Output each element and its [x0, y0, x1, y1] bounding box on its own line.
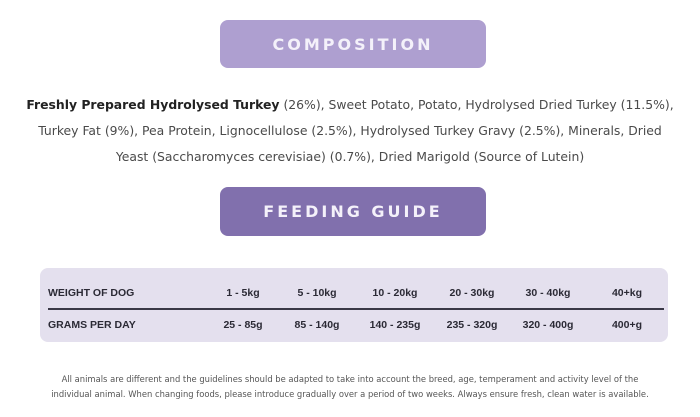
ingredients-line-3: Yeast (Saccharomyces cerevisiae) (0.7%),…: [115, 149, 585, 164]
table-cell: 140 - 235g: [369, 319, 421, 331]
table-cell: 40+kg: [611, 287, 643, 299]
row-label: GRAMS PER DAY: [48, 319, 136, 331]
table-row-grams: GRAMS PER DAY 25 - 85g 85 - 140g 140 - 2…: [40, 313, 668, 337]
table-cell: 235 - 320g: [446, 319, 498, 331]
table-row-weight: WEIGHT OF DOG 1 - 5kg 5 - 10kg 10 - 20kg…: [40, 281, 668, 305]
table-cell: 30 - 40kg: [525, 287, 571, 299]
feeding-note: All animals are different and the guidel…: [0, 372, 700, 402]
ingredients-line-2: Turkey Fat (9%), Pea Protein, Lignocellu…: [38, 123, 662, 138]
table-cell: 1 - 5kg: [226, 287, 260, 299]
composition-title: COMPOSITION: [272, 34, 434, 54]
table-divider: [48, 308, 664, 310]
ingredients-text: Freshly Prepared Hydrolysed Turkey (26%)…: [0, 92, 700, 170]
row-label: WEIGHT OF DOG: [48, 287, 135, 299]
note-line-1: All animals are different and the guidel…: [61, 374, 639, 384]
table-cell: 400+g: [611, 319, 643, 331]
table-cell: 20 - 30kg: [449, 287, 495, 299]
table-cell: 25 - 85g: [223, 319, 263, 331]
feeding-guide-heading: FEEDING GUIDE: [220, 187, 486, 236]
feeding-table: WEIGHT OF DOG 1 - 5kg 5 - 10kg 10 - 20kg…: [40, 268, 668, 342]
table-cell: 320 - 400g: [522, 319, 574, 331]
table-cell: 10 - 20kg: [372, 287, 418, 299]
ingredients-line-1: Freshly Prepared Hydrolysed Turkey (26%)…: [26, 97, 674, 112]
feeding-guide-title: FEEDING GUIDE: [263, 202, 443, 221]
table-cell: 5 - 10kg: [297, 287, 337, 299]
note-line-2: individual animal. When changing foods, …: [51, 389, 649, 399]
composition-heading: COMPOSITION: [220, 20, 486, 68]
table-cell: 85 - 140g: [294, 319, 340, 331]
lead-ingredient: Freshly Prepared Hydrolysed Turkey: [26, 97, 280, 112]
